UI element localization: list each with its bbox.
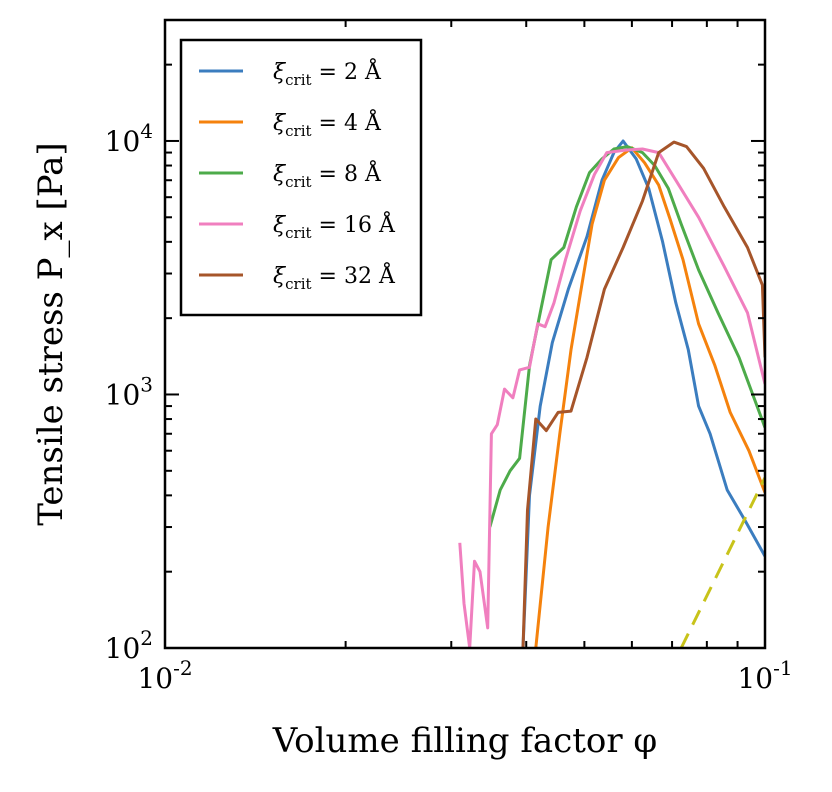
reference-dashed-line	[679, 476, 765, 648]
x-tick-label: 10-1	[737, 656, 792, 695]
series-line-4	[521, 140, 765, 648]
legend-label: ξcrit = 2 Å	[273, 57, 382, 89]
legend-label: ξcrit = 32 Å	[273, 261, 396, 293]
x-tick-label: 10-2	[137, 656, 192, 695]
series-layer	[458, 139, 765, 648]
y-tick-label: 103	[105, 372, 153, 411]
legend-label: ξcrit = 16 Å	[273, 210, 396, 242]
tick-labels-layer: 10-2 10-1 102 103 104	[105, 119, 793, 695]
series-line-1	[534, 146, 765, 648]
legend: ξcrit = 2 Å ξcrit = 4 Å ξcrit = 8 Å ξcrit =…	[179, 38, 423, 317]
x-axis-label: Volume filling factor φ	[272, 721, 658, 761]
ticks-layer	[164, 19, 766, 649]
series-line-3	[458, 147, 765, 648]
y-tick-label: 104	[105, 119, 153, 158]
y-axis-label: Tensile stress P_x [Pa]	[31, 142, 71, 525]
plot-frame	[163, 18, 767, 650]
legend-label: ξcrit = 8 Å	[273, 159, 382, 191]
series-line-0	[521, 139, 765, 648]
legend-box	[179, 38, 423, 317]
y-tick-label: 102	[105, 626, 153, 665]
legend-label: ξcrit = 4 Å	[273, 108, 382, 140]
